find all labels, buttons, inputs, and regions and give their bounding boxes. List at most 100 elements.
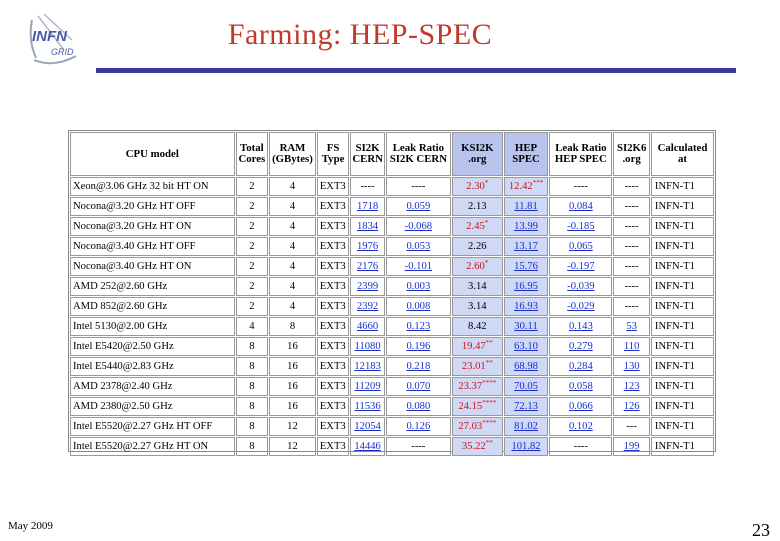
cell-hep-spec-value[interactable]: 13.17 — [514, 241, 538, 252]
cell-total-cores: 2 — [235, 297, 269, 316]
cell-calculated-at: INFN-T1 — [650, 417, 714, 436]
cell-hep-spec-value[interactable]: 12.42 — [508, 181, 533, 192]
cell-si2k-cern: ---- — [350, 177, 385, 196]
cell-leak-ratio-si2k-value[interactable]: 0.123 — [406, 321, 431, 332]
cell-si2k6-org-value[interactable]: 110 — [623, 341, 640, 352]
cell-leak-ratio-hep-value[interactable]: 0.058 — [568, 381, 593, 392]
cell-hep-spec-value[interactable]: 16.93 — [514, 301, 538, 312]
cell-si2k-cern-value[interactable]: 2176 — [357, 261, 379, 272]
cell-leak-ratio-si2k-value: ---- — [411, 441, 426, 452]
cell-leak-ratio-si2k: 0.053 — [385, 237, 451, 256]
cell-si2k-cern: 12183 — [350, 357, 385, 376]
cell-si2k-cern-value[interactable]: 1976 — [357, 241, 379, 252]
cell-si2k-cern-value[interactable]: 14446 — [354, 441, 381, 452]
cell-leak-ratio-si2k-value[interactable]: 0.008 — [406, 301, 431, 312]
cell-ksi2k-org: 8.42 — [451, 317, 503, 336]
cell-calculated-at-value: INFN-T1 — [654, 281, 695, 292]
cell-si2k6-org-value[interactable]: 199 — [623, 441, 640, 452]
cell-si2k6-org-value[interactable]: 130 — [623, 361, 640, 372]
footnote-mark: ** — [485, 439, 493, 447]
cell-leak-ratio-si2k-value[interactable]: 0.196 — [406, 341, 431, 352]
cell-ksi2k-org-value: 2.26 — [468, 241, 487, 252]
cell-leak-ratio-si2k: 0.126 — [385, 417, 451, 436]
cell-leak-ratio-si2k-value[interactable]: 0.080 — [406, 401, 431, 412]
cell-leak-ratio-hep-value[interactable]: 0.102 — [568, 421, 593, 432]
cell-hep-spec-value[interactable]: 30.11 — [514, 321, 538, 332]
cell-leak-ratio-hep-value[interactable]: -0.029 — [567, 301, 595, 312]
cell-si2k-cern-value[interactable]: 4660 — [357, 321, 379, 332]
cell-leak-ratio-si2k-value[interactable]: 0.003 — [406, 281, 431, 292]
cell-total-cores-value: 8 — [249, 421, 255, 432]
cell-si2k-cern-value[interactable]: 1834 — [357, 221, 379, 232]
cell-leak-ratio-si2k-value[interactable]: 0.126 — [406, 421, 431, 432]
cell-leak-ratio-hep-value[interactable]: 0.284 — [568, 361, 593, 372]
cell-si2k-cern-value[interactable]: 12183 — [354, 361, 381, 372]
cell-hep-spec-value[interactable]: 15.76 — [514, 261, 538, 272]
cell-fs-type: EXT3 — [316, 417, 350, 436]
cell-si2k6-org: 126 — [613, 397, 650, 416]
cell-leak-ratio-hep-value[interactable]: -0.197 — [567, 261, 595, 272]
cell-hep-spec-value[interactable]: 68.98 — [514, 361, 538, 372]
cell-si2k6-org-value[interactable]: 53 — [626, 321, 637, 332]
cell-total-cores-value: 8 — [249, 381, 255, 392]
cell-hep-spec-value[interactable]: 11.81 — [514, 201, 538, 212]
cell-hep-spec-value[interactable]: 72.13 — [514, 401, 538, 412]
cell-ram-value: 16 — [287, 381, 298, 392]
cell-ram-value: 12 — [287, 421, 298, 432]
cell-si2k-cern-value[interactable]: 11209 — [354, 381, 381, 392]
cell-hep-spec: 16.93 — [503, 297, 549, 316]
cell-total-cores: 2 — [235, 237, 269, 256]
cell-si2k-cern: 1718 — [350, 197, 385, 216]
cell-leak-ratio-si2k-value[interactable]: -0.068 — [404, 221, 433, 232]
header-si2k6-org: SI2K6 .org — [613, 132, 650, 176]
cell-si2k-cern-value[interactable]: 2399 — [357, 281, 379, 292]
cell-hep-spec-value[interactable]: 70.05 — [514, 381, 538, 392]
cell-ksi2k-org: 35.22** — [451, 437, 503, 456]
cell-total-cores: 8 — [235, 397, 269, 416]
cell-leak-ratio-hep-value[interactable]: 0.143 — [568, 321, 593, 332]
cell-total-cores-value: 2 — [249, 281, 255, 292]
cell-leak-ratio-si2k-value[interactable]: 0.218 — [406, 361, 431, 372]
cell-si2k-cern-value[interactable]: 1718 — [357, 201, 379, 212]
cell-calculated-at-value: INFN-T1 — [654, 341, 695, 352]
cell-hep-spec-value[interactable]: 16.95 — [514, 281, 538, 292]
table-row: Intel 5130@2.00 GHz 4 8 EXT3 4660 0.123 8.42 30… — [70, 317, 714, 336]
cell-leak-ratio-hep: 0.102 — [549, 417, 613, 436]
cell-total-cores-value: 8 — [249, 441, 255, 452]
cell-si2k6-org-value[interactable]: 123 — [623, 381, 640, 392]
cell-leak-ratio-si2k-value[interactable]: 0.070 — [406, 381, 431, 392]
cell-ksi2k-org: 2.13 — [451, 197, 503, 216]
cell-hep-spec-value[interactable]: 13.99 — [514, 221, 538, 232]
cell-leak-ratio-hep-value[interactable]: 0.065 — [568, 241, 593, 252]
cell-si2k-cern-value[interactable]: 12054 — [354, 421, 381, 432]
cell-cpu-model: Nocona@3.20 GHz HT ON — [70, 217, 235, 236]
table-body: Xeon@3.06 GHz 32 bit HT ON 2 4 EXT3 ---- ----… — [70, 177, 714, 456]
cell-leak-ratio-si2k-value[interactable]: -0.101 — [404, 261, 433, 272]
cell-ksi2k-org: 2.60* — [451, 257, 503, 276]
cell-leak-ratio-si2k-value[interactable]: 0.059 — [406, 201, 431, 212]
table-row: AMD 2378@2.40 GHz 8 16 EXT3 11209 0.070 23.37*… — [70, 377, 714, 396]
cell-si2k6-org-value: ---- — [624, 181, 639, 192]
cell-si2k6-org-value[interactable]: 126 — [623, 401, 640, 412]
cell-leak-ratio-hep-value[interactable]: 0.279 — [568, 341, 593, 352]
header-leak-ratio-si2k: Leak Ratio SI2K CERN — [385, 132, 451, 176]
cell-hep-spec-value[interactable]: 63.10 — [514, 341, 538, 352]
cell-fs-type-value: EXT3 — [319, 361, 346, 372]
cell-leak-ratio-hep-value[interactable]: -0.039 — [567, 281, 595, 292]
table-row: AMD 252@2.60 GHz 2 4 EXT3 2399 0.003 3.14 16.95… — [70, 277, 714, 296]
cell-si2k-cern-value[interactable]: 2392 — [357, 301, 379, 312]
cell-leak-ratio-hep-value[interactable]: 0.066 — [568, 401, 593, 412]
cell-calculated-at: INFN-T1 — [650, 317, 714, 336]
cell-si2k-cern-value[interactable]: 11536 — [354, 401, 381, 412]
cell-leak-ratio-hep-value[interactable]: 0.084 — [568, 201, 593, 212]
cell-hep-spec-value[interactable]: 101.82 — [511, 441, 541, 452]
cell-hep-spec-value[interactable]: 81.02 — [514, 421, 538, 432]
cell-leak-ratio-hep-value[interactable]: -0.185 — [567, 221, 595, 232]
cell-leak-ratio-si2k-value[interactable]: 0.053 — [406, 241, 431, 252]
cell-total-cores: 2 — [235, 217, 269, 236]
header-calculated-at: Calculated at — [650, 132, 714, 176]
cell-calculated-at-value: INFN-T1 — [654, 301, 695, 312]
cell-si2k-cern-value[interactable]: 11080 — [354, 341, 381, 352]
cell-fs-type-value: EXT3 — [319, 421, 346, 432]
cell-si2k6-org: ---- — [613, 277, 650, 296]
